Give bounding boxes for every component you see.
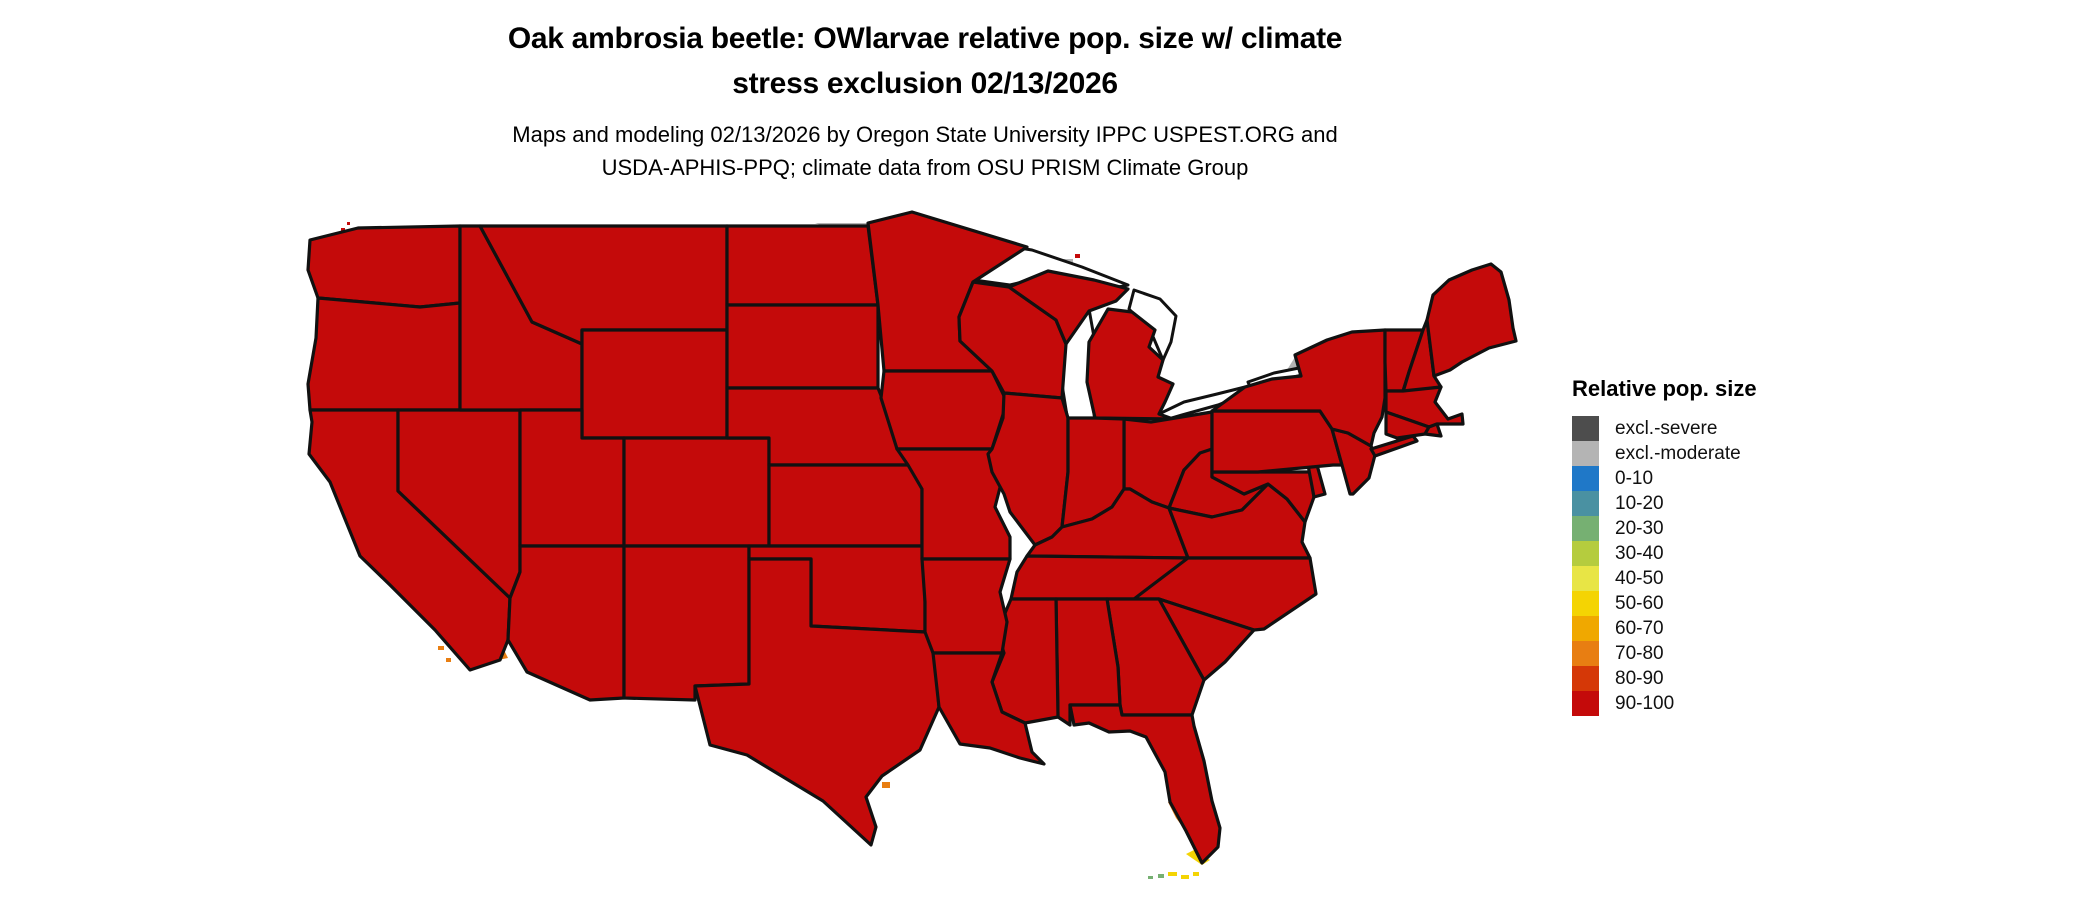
legend-row: excl.-severe <box>1572 416 1902 441</box>
legend-label: 10-20 <box>1615 493 1664 514</box>
legend-label: excl.-severe <box>1615 418 1718 439</box>
legend-swatch <box>1572 641 1599 666</box>
legend-label: 70-80 <box>1615 643 1664 664</box>
legend-label: 90-100 <box>1615 693 1675 714</box>
legend-label: 60-70 <box>1615 618 1664 639</box>
state-border <box>580 328 729 440</box>
legend-title: Relative pop. size <box>1572 376 1757 401</box>
map-title-line1: Oak ambrosia beetle: OWlarvae relative p… <box>507 22 1343 55</box>
legend-row: 0-10 <box>1572 466 1902 491</box>
legend-swatch <box>1572 566 1599 591</box>
legend-swatch <box>1572 416 1599 441</box>
florida-keys-speck-1 <box>1168 872 1177 876</box>
us-map-container <box>230 170 1560 892</box>
state-border <box>306 296 462 412</box>
legend-row: 40-50 <box>1572 566 1902 591</box>
state-border <box>920 557 1012 655</box>
state-border <box>879 369 1009 451</box>
map-subtitle: Maps and modeling 02/13/2026 by Oregon S… <box>250 118 1600 184</box>
legend-row: 30-40 <box>1572 541 1902 566</box>
legend-label: 50-60 <box>1615 593 1664 614</box>
legend-swatch <box>1572 691 1599 716</box>
legend-row: 70-80 <box>1572 641 1902 666</box>
legend-row: 10-20 <box>1572 491 1902 516</box>
legend-swatch <box>1572 441 1599 466</box>
map-title-line2: stress exclusion 02/13/2026 <box>732 67 1118 100</box>
lakes-and-borders <box>306 210 1518 865</box>
state-border <box>725 303 880 390</box>
class-70-80-speck-texas-coast <box>882 782 890 788</box>
map-subtitle-line1: Maps and modeling 02/13/2026 by Oregon S… <box>512 122 1338 147</box>
florida-keys-speck-5 <box>1148 876 1153 879</box>
map-title: Oak ambrosia beetle: OWlarvae relative p… <box>250 16 1600 106</box>
legend-row: 20-30 <box>1572 516 1902 541</box>
legend-label: 40-50 <box>1615 568 1664 589</box>
legend-row: 90-100 <box>1572 691 1902 716</box>
florida-keys-speck-2 <box>1181 875 1189 879</box>
channel-island-speck-1 <box>438 646 444 650</box>
map-subtitle-line2: USDA-APHIS-PPQ; climate data from OSU PR… <box>601 155 1249 180</box>
legend-swatch <box>1572 591 1599 616</box>
state-border <box>725 224 880 307</box>
state-border <box>506 544 626 702</box>
red-speck-above-washington-2 <box>347 222 350 225</box>
state-border <box>1068 703 1222 865</box>
legend-label: excl.-moderate <box>1615 443 1741 464</box>
legend-swatch <box>1572 541 1599 566</box>
state-border <box>1369 434 1419 458</box>
us-map <box>306 210 1518 879</box>
legend-rows: excl.-severe excl.-moderate 0-10 10-20 20-30… <box>1572 416 1902 716</box>
legend-swatch <box>1572 616 1599 641</box>
legend-label: 30-40 <box>1615 543 1664 564</box>
legend-row: 50-60 <box>1572 591 1902 616</box>
florida-keys-speck-4 <box>1158 874 1164 878</box>
state-border <box>622 544 751 702</box>
state-border <box>306 224 462 309</box>
florida-keys-speck-3 <box>1193 872 1199 876</box>
state-border <box>1425 262 1518 378</box>
legend-swatch <box>1572 516 1599 541</box>
red-speck-lake-superior <box>1075 254 1080 258</box>
legend-row: excl.-moderate <box>1572 441 1902 466</box>
legend-swatch <box>1572 466 1599 491</box>
channel-island-speck-2 <box>446 658 451 662</box>
state-border <box>622 436 771 548</box>
state-border <box>767 463 924 548</box>
legend-label: 20-30 <box>1615 518 1664 539</box>
legend-swatch <box>1572 666 1599 691</box>
legend-row: 60-70 <box>1572 616 1902 641</box>
legend-swatch <box>1572 491 1599 516</box>
legend: Relative pop. size excl.-severe excl.-mod… <box>1572 376 1902 716</box>
legend-row: 80-90 <box>1572 666 1902 691</box>
state-border <box>1210 409 1344 474</box>
legend-label: 0-10 <box>1615 468 1654 489</box>
legend-label: 80-90 <box>1615 668 1664 689</box>
